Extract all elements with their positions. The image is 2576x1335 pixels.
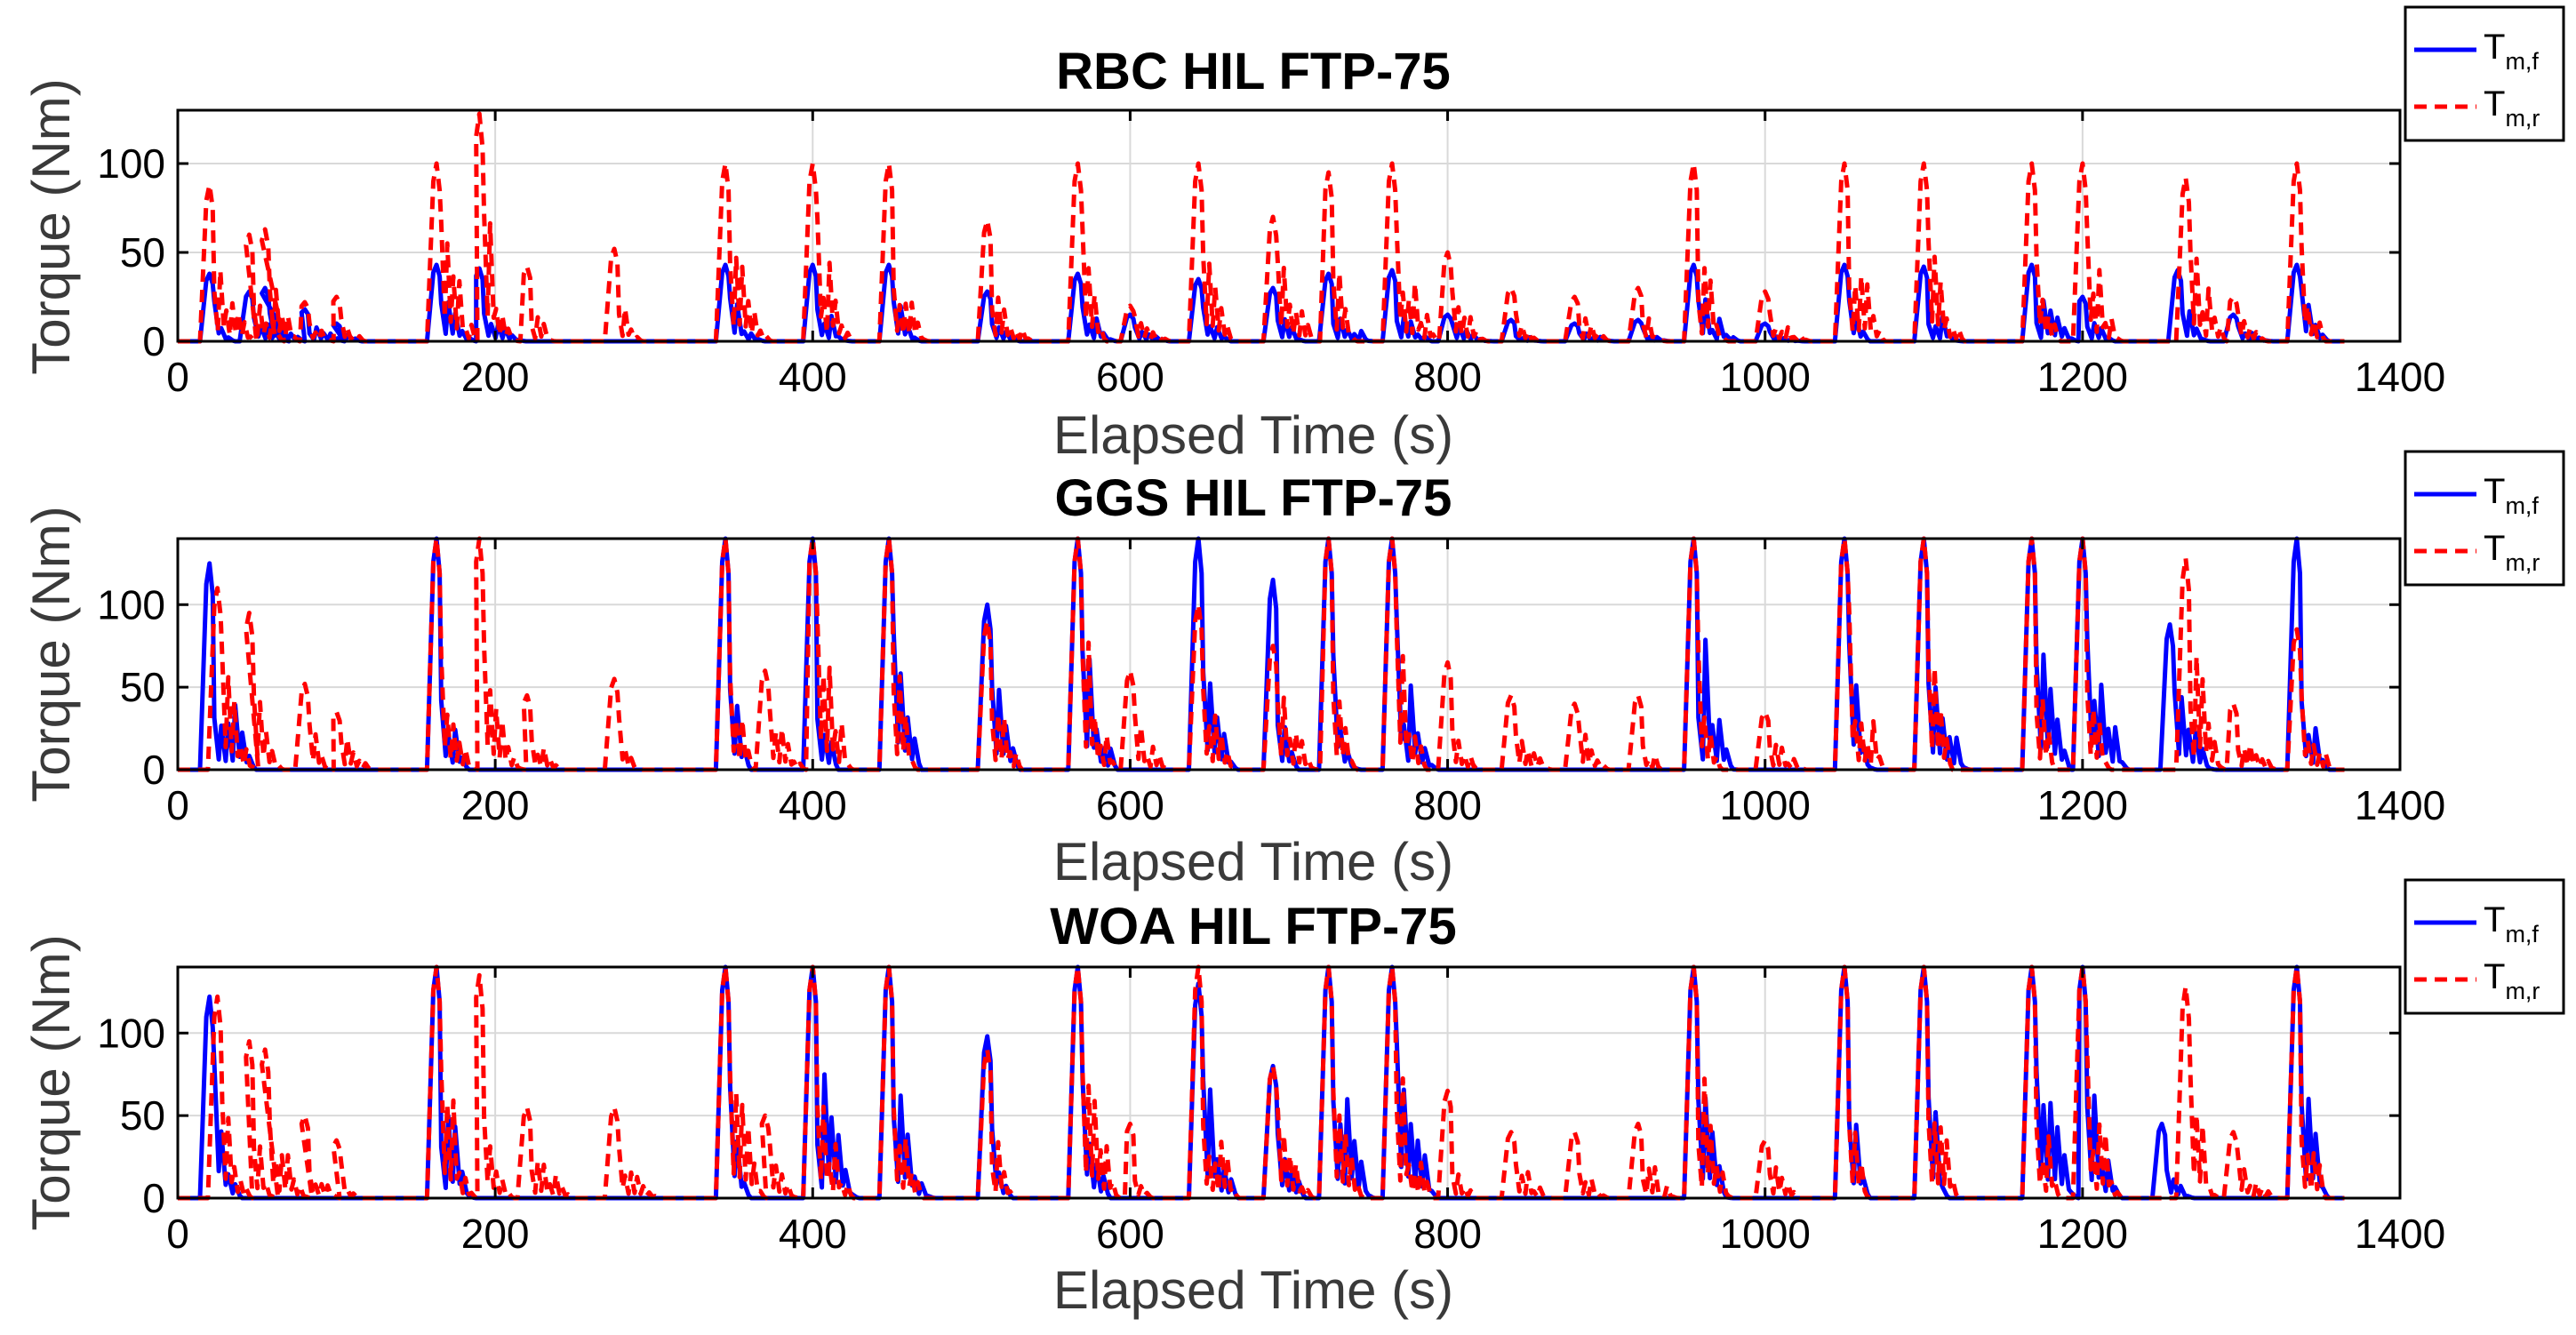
legend-label-tmr: Tm,r [2484,957,2540,1004]
x-tick-label: 0 [166,782,189,828]
x-tick-label: 0 [166,354,189,400]
y-axis-label: Torque (Nm) [21,506,81,802]
x-tick-label: 1200 [2037,354,2128,400]
y-axis-label: Torque (Nm) [21,934,81,1230]
x-tick-label: 600 [1096,782,1164,828]
legend: Tm,f Tm,r [2404,878,2565,1015]
x-tick-label: 0 [166,1211,189,1257]
x-tick-label: 1200 [2037,782,2128,828]
x-tick-label: 200 [461,1211,530,1257]
legend-box [2404,450,2565,587]
x-axis-label: Elapsed Time (s) [1053,405,1453,465]
x-tick-label: 400 [779,1211,847,1257]
series-line-tmr [178,111,2345,344]
axes-box [176,537,2402,771]
x-tick-label: 800 [1413,354,1482,400]
series-line-tmr [178,536,2345,772]
legend: Tm,f Tm,r [2404,450,2565,587]
x-axis-label: Elapsed Time (s) [1053,1260,1453,1320]
legend-label-tmr: Tm,r [2484,84,2540,132]
x-tick-label: 200 [461,354,530,400]
subplot-1: 0 200 400 600 800 1000 1200 1400 0 50 100 RBC HIL F… [21,5,2565,465]
legend-label-tmr: Tm,r [2484,529,2540,576]
legend-label-tmf: Tm,f [2484,28,2539,75]
legend-box [2404,5,2565,142]
x-tick-label: 800 [1413,1211,1482,1257]
x-tick-label: 600 [1096,1211,1164,1257]
subplot-3: 0 200 400 600 800 1000 1200 1400 0 50 100 WOA HIL F… [21,878,2565,1320]
x-tick-label: 1000 [1720,1211,1811,1257]
legend: Tm,f Tm,r [2404,5,2565,142]
chart-title: WOA HIL FTP-75 [1050,898,1457,955]
x-axis-label: Elapsed Time (s) [1053,832,1453,891]
y-axis-label: Torque (Nm) [21,78,81,374]
y-tick-label: 50 [120,664,165,710]
axes-box [176,108,2402,343]
x-tick-label: 800 [1413,782,1482,828]
legend-label-tmf: Tm,f [2484,472,2539,519]
x-tick-label: 1400 [2355,354,2445,400]
x-tick-label: 400 [779,782,847,828]
x-tick-label: 1000 [1720,354,1811,400]
x-tick-label: 1000 [1720,782,1811,828]
chart-title: RBC HIL FTP-75 [1056,43,1451,100]
y-tick-label: 50 [120,1092,165,1139]
x-tick-label: 400 [779,354,847,400]
subplot-2: 0 200 400 600 800 1000 1200 1400 0 50 100 GGS HIL F… [21,450,2565,891]
series-line-tmr [178,964,2345,1201]
axes-box [176,965,2402,1200]
x-tick-label: 1400 [2355,1211,2445,1257]
plot-area [178,539,2400,770]
y-tick-label: 100 [97,140,165,187]
chart-title: GGS HIL FTP-75 [1055,469,1452,527]
x-tick-label: 200 [461,782,530,828]
legend-label-tmf: Tm,f [2484,900,2539,947]
legend-box [2404,878,2565,1015]
y-tick-label: 0 [142,1175,165,1221]
x-tick-label: 1400 [2355,782,2445,828]
x-tick-label: 600 [1096,354,1164,400]
x-tick-label: 1200 [2037,1211,2128,1257]
y-tick-label: 100 [97,1010,165,1056]
y-tick-label: 0 [142,747,165,793]
y-tick-label: 0 [142,318,165,364]
y-tick-label: 50 [120,229,165,276]
y-tick-label: 100 [97,581,165,628]
